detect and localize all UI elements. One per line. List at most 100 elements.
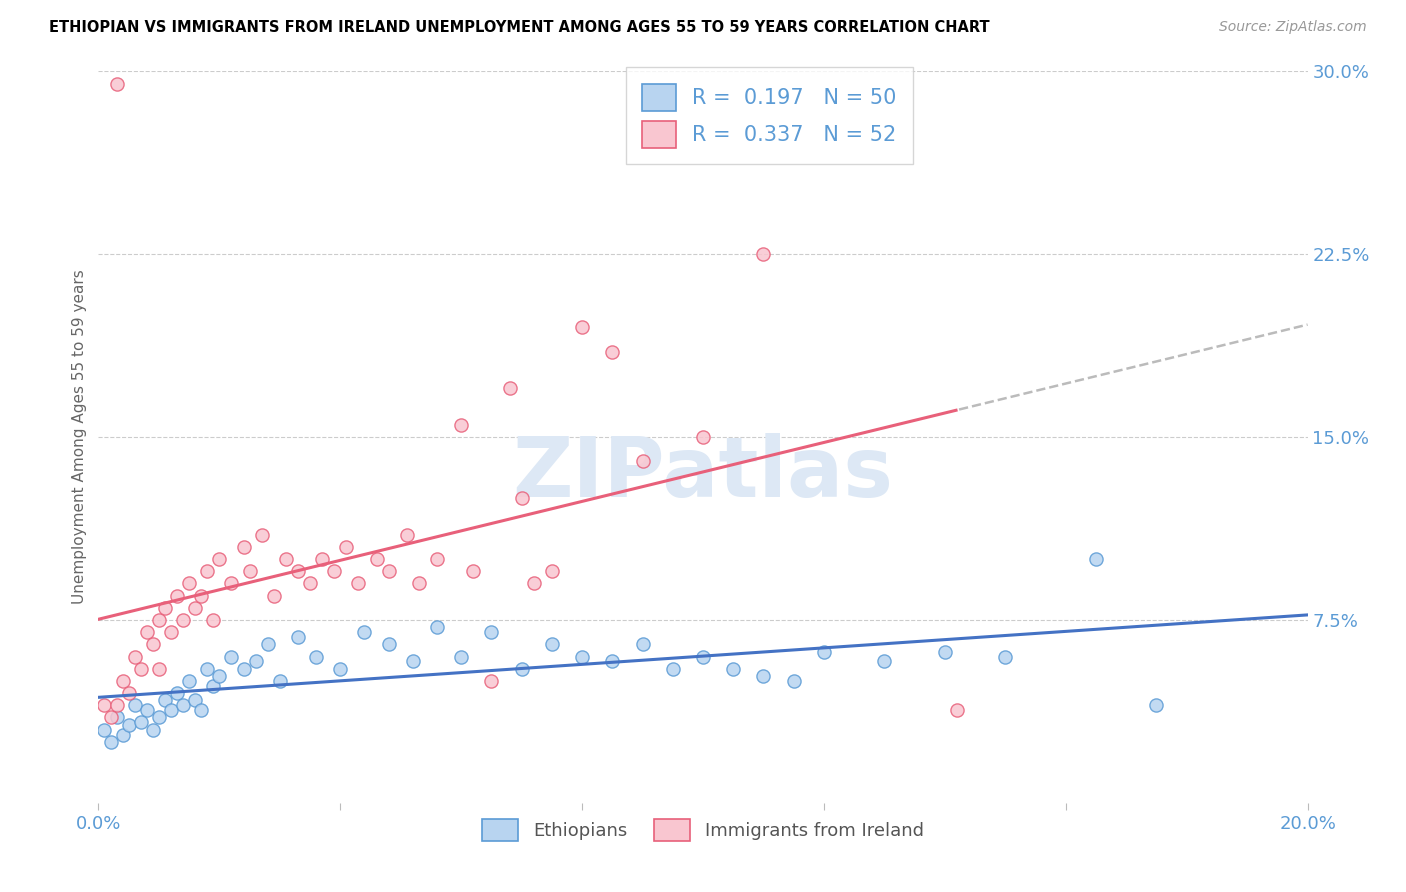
Point (377, 564, 399, 578)
Point (232, 662, 254, 676)
Point (100, 735, 122, 749)
Point (93, 723, 115, 737)
Point (994, 649, 1017, 664)
Point (692, 430, 714, 444)
Point (135, 625, 157, 640)
Point (523, 576, 546, 591)
Point (602, 344, 624, 359)
Point (783, 673, 806, 688)
Point (426, 552, 449, 566)
Point (142, 723, 165, 737)
Legend: Ethiopians, Immigrants from Ireland: Ethiopians, Immigrants from Ireland (475, 812, 931, 848)
Point (232, 540, 254, 554)
Point (111, 673, 134, 688)
Point (160, 703, 183, 717)
Point (195, 662, 218, 676)
Point (148, 613, 170, 627)
Point (813, 645, 835, 659)
Text: ETHIOPIAN VS IMMIGRANTS FROM IRELAND UNEMPLOYMENT AMONG AGES 55 TO 59 YEARS CORR: ETHIOPIAN VS IMMIGRANTS FROM IRELAND UNE… (49, 20, 990, 35)
Point (179, 576, 201, 591)
Point (148, 662, 170, 676)
Point (631, 454, 654, 468)
Point (946, 703, 969, 717)
Point (239, 564, 262, 578)
Point (118, 718, 141, 732)
Point (540, 564, 562, 578)
Point (100, 710, 122, 724)
Point (481, 625, 503, 640)
Point (269, 673, 291, 688)
Point (335, 540, 357, 554)
Point (190, 589, 212, 603)
Point (287, 630, 309, 644)
Point (353, 625, 375, 640)
Point (142, 637, 165, 651)
Point (395, 527, 418, 541)
Point (221, 649, 243, 664)
Point (426, 620, 449, 634)
Point (124, 698, 146, 713)
Point (305, 649, 328, 664)
Point (274, 552, 297, 566)
Point (752, 247, 775, 261)
Point (602, 654, 624, 668)
Point (111, 727, 134, 741)
Point (166, 589, 188, 603)
Point (135, 703, 157, 717)
Point (408, 576, 430, 591)
Point (1144, 698, 1167, 713)
Point (184, 693, 207, 707)
Point (105, 710, 128, 724)
Point (347, 576, 370, 591)
Point (510, 491, 533, 505)
Point (723, 662, 745, 676)
Point (118, 686, 141, 700)
Point (124, 649, 146, 664)
Point (934, 645, 956, 659)
Point (752, 669, 775, 683)
Point (287, 564, 309, 578)
Point (323, 564, 346, 578)
Point (179, 673, 201, 688)
Point (299, 576, 322, 591)
Point (202, 613, 225, 627)
Point (221, 576, 243, 591)
Point (195, 564, 218, 578)
Point (510, 662, 533, 676)
Point (1085, 552, 1108, 566)
Point (481, 673, 503, 688)
Point (571, 320, 593, 334)
Point (245, 654, 267, 668)
Point (329, 662, 352, 676)
Point (692, 649, 714, 664)
Point (450, 417, 472, 432)
Point (402, 654, 425, 668)
Point (184, 600, 207, 615)
Point (498, 381, 520, 395)
Point (450, 649, 472, 664)
Point (153, 693, 176, 707)
Point (172, 613, 194, 627)
Point (256, 637, 278, 651)
Point (250, 527, 273, 541)
Point (377, 637, 399, 651)
Point (202, 679, 225, 693)
Point (160, 625, 183, 640)
Point (463, 564, 485, 578)
Point (129, 662, 152, 676)
Point (311, 552, 333, 566)
Point (873, 654, 896, 668)
Point (571, 649, 593, 664)
Point (366, 552, 388, 566)
Text: ZIPatlas: ZIPatlas (513, 434, 893, 514)
Point (105, 77, 128, 91)
Point (540, 637, 562, 651)
Point (661, 662, 683, 676)
Point (172, 698, 194, 713)
Y-axis label: Unemployment Among Ages 55 to 59 years: Unemployment Among Ages 55 to 59 years (72, 269, 87, 605)
Point (208, 552, 231, 566)
Point (208, 669, 231, 683)
Point (263, 589, 285, 603)
Point (105, 698, 128, 713)
Point (148, 710, 170, 724)
